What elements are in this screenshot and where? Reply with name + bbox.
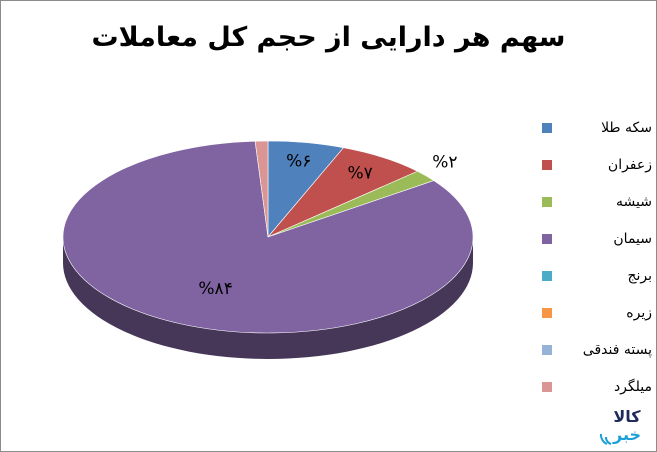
legend-swatch-4 bbox=[542, 271, 552, 281]
legend-label-1: زعفران bbox=[607, 157, 652, 173]
pie-sides bbox=[63, 237, 473, 359]
legend-swatch-6 bbox=[542, 345, 552, 355]
slice-label-1: %۷ bbox=[348, 163, 373, 183]
pie-slice-3 bbox=[62, 140, 474, 334]
legend-item-2: شیشه bbox=[540, 192, 652, 212]
pie-labels: %۶ %۷ %۲ %۸۴ bbox=[198, 152, 457, 300]
kalakhabar-logo: کالا خبر bbox=[597, 404, 653, 448]
legend-swatch-1 bbox=[542, 160, 552, 170]
legend-label-2: شیشه bbox=[616, 194, 652, 210]
legend-label-0: سکه طلا bbox=[601, 120, 652, 136]
legend-item-1: زعفران bbox=[540, 155, 652, 175]
pie-slice-7 bbox=[254, 140, 269, 238]
logo-text-khabar: خبر bbox=[612, 425, 641, 444]
legend-label-6: پسته فندقی bbox=[582, 342, 652, 358]
slice-label-3: %۸۴ bbox=[198, 279, 232, 299]
legend-item-0: سکه طلا bbox=[540, 118, 652, 138]
slice-label-2: %۲ bbox=[432, 152, 457, 172]
legend-item-7: میلگرد bbox=[540, 377, 652, 397]
chart-title: سهم هر دارایی از حجم کل معاملات bbox=[91, 22, 566, 53]
wifi-arc-icon bbox=[599, 433, 612, 445]
pie-tops bbox=[62, 140, 474, 334]
legend-label-3: سیمان bbox=[613, 231, 652, 247]
legend-swatch-3 bbox=[542, 234, 552, 244]
legend-swatch-7 bbox=[542, 382, 552, 392]
legend-label-7: میلگرد bbox=[613, 379, 652, 395]
legend-swatch-2 bbox=[542, 197, 552, 207]
slice-label-0: %۶ bbox=[286, 152, 311, 172]
legend-swatch-5 bbox=[542, 308, 552, 318]
legend-swatch-0 bbox=[542, 123, 552, 133]
legend-label-4: برنج bbox=[627, 268, 652, 284]
pie-side-3 bbox=[63, 237, 473, 359]
legend-label-5: زیره bbox=[626, 305, 652, 321]
logo-text-kala: کالا bbox=[613, 407, 641, 426]
legend-item-6: پسته فندقی bbox=[540, 340, 652, 360]
legend-item-5: زیره bbox=[540, 303, 652, 323]
legend-item-4: برنج bbox=[540, 266, 652, 286]
legend-item-3: سیمان bbox=[540, 229, 652, 249]
